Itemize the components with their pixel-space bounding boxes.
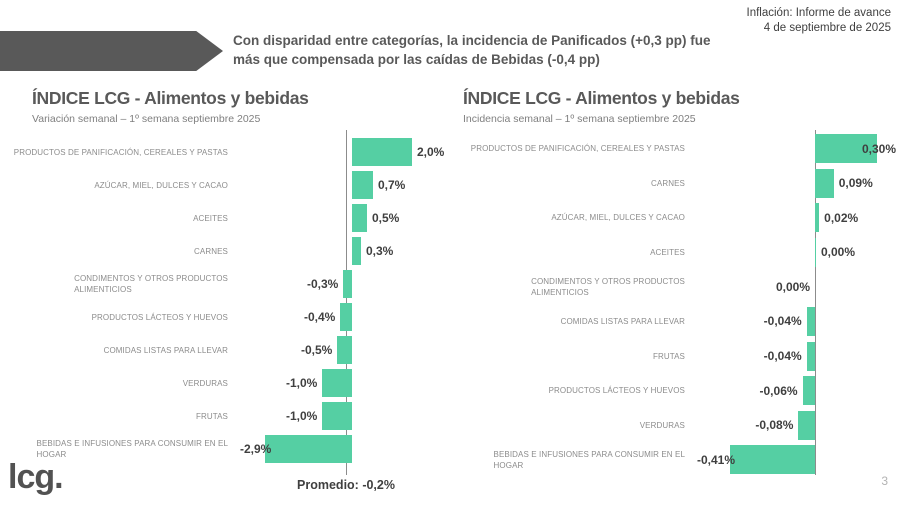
value-label: 0,30% [862, 141, 897, 156]
chart-title-left: ÍNDICE LCG - Alimentos y bebidas [32, 88, 309, 108]
category-label: AZÚCAR, MIEL, DULCES Y CACAO [551, 213, 685, 223]
page-number: 3 [881, 474, 888, 488]
value-label: 0,00% [821, 245, 856, 260]
category-label: CARNES [651, 178, 685, 188]
category-label: CARNES [194, 246, 228, 256]
value-label: 0,5% [372, 211, 400, 225]
headline: Con disparidad entre categorías, la inci… [233, 31, 711, 69]
chart-bar [352, 171, 373, 199]
report-date: 4 de septiembre de 2025 [763, 22, 891, 34]
chart-incidencia-semanal: ÍNDICE LCG - Alimentos y bebidas Inciden… [455, 88, 900, 500]
chart-bar [802, 376, 815, 406]
value-label: -0,04% [763, 349, 802, 364]
chart-bar [337, 336, 352, 364]
plot-incidencia: PRODUCTOS DE PANIFICACIÓN, CEREALES Y PA… [455, 130, 900, 500]
category-label: FRUTAS [195, 411, 228, 421]
chart-bar [343, 270, 352, 298]
value-label: -0,04% [763, 314, 802, 329]
category-label: PRODUCTOS LÁCTEOS Y HUEVOS [548, 386, 685, 396]
category-label: CONDIMENTOS Y OTROS PRODUCTOS ALIMENTICIO… [531, 276, 685, 297]
lcg-logo: lcg. [8, 458, 64, 496]
category-label: VERDURAS [182, 378, 228, 388]
value-label: -0,41% [697, 452, 736, 467]
category-label: PRODUCTOS LÁCTEOS Y HUEVOS [91, 312, 228, 322]
average-reference-line [346, 130, 347, 475]
chart-bar [340, 303, 352, 331]
value-label: 0,09% [838, 176, 873, 191]
headline-line-2: más que compensada por las caídas de Beb… [233, 52, 600, 67]
chart-bar [352, 237, 361, 265]
report-title: Inflación: Informe de avance [746, 7, 891, 19]
banner-arrow [0, 31, 223, 71]
chart-bar [322, 402, 352, 430]
chart-bar [322, 369, 352, 397]
chart-bar [815, 203, 820, 233]
chart-subtitle-left: Variación semanal – 1º semana septiembre… [32, 113, 261, 125]
chart-variacion-semanal: ÍNDICE LCG - Alimentos y bebidas Variaci… [10, 88, 458, 500]
chart-bar [815, 168, 834, 198]
value-label: -0,4% [304, 310, 336, 324]
plot-variacion: PRODUCTOS DE PANIFICACIÓN, CEREALES Y PA… [10, 130, 458, 500]
value-label: -0,08% [755, 418, 794, 433]
chart-bar [806, 307, 815, 336]
category-label: CONDIMENTOS Y OTROS PRODUCTOS ALIMENTICIO… [74, 274, 228, 294]
headline-line-1: Con disparidad entre categorías, la inci… [233, 33, 711, 48]
chart-title-right: ÍNDICE LCG - Alimentos y bebidas [463, 88, 740, 108]
chart-bar [806, 341, 815, 371]
category-label: PRODUCTOS DE PANIFICACIÓN, CEREALES Y PA… [470, 144, 685, 153]
value-label: 0,02% [824, 210, 859, 225]
category-label: COMIDAS LISTAS PARA LLEVAR [560, 316, 685, 326]
category-label: FRUTAS [652, 351, 685, 361]
category-label: BEBIDAS E INFUSIONES PARA CONSUMIR EN EL… [493, 449, 685, 470]
value-label: 0,3% [366, 244, 394, 258]
chart-subtitle-right: Incidencia semanal – 1º semana septiembr… [463, 113, 696, 125]
category-label: AZÚCAR, MIEL, DULCES Y CACAO [94, 180, 228, 190]
value-label: -0,06% [759, 383, 798, 398]
category-label: BEBIDAS E INFUSIONES PARA CONSUMIR EN EL… [36, 439, 228, 459]
chart-bar [729, 445, 815, 475]
value-label: -0,5% [301, 343, 333, 357]
chart-bar [352, 138, 412, 166]
category-label: PRODUCTOS DE PANIFICACIÓN, CEREALES Y PA… [13, 147, 228, 157]
value-label: 0,7% [378, 178, 406, 192]
zero-axis-line [815, 130, 816, 475]
average-annotation: Promedio: -0,2% [297, 478, 395, 492]
category-label: ACEITES [193, 213, 228, 223]
value-label: 0,00% [776, 279, 811, 294]
chart-bar [265, 435, 352, 463]
chart-bar [815, 237, 816, 267]
value-label: 2,0% [417, 145, 445, 159]
chart-bar [352, 204, 367, 232]
chart-bar [815, 134, 878, 163]
value-label: -0,3% [307, 277, 339, 291]
value-label: -1,0% [286, 376, 318, 390]
category-label: VERDURAS [639, 420, 685, 430]
category-label: ACEITES [650, 247, 685, 257]
chart-bar [798, 410, 815, 440]
report-info: Inflación: Informe de avance 4 de septie… [747, 6, 891, 36]
value-label: -2,9% [240, 442, 272, 456]
value-label: -1,0% [286, 409, 318, 423]
category-label: COMIDAS LISTAS PARA LLEVAR [103, 345, 228, 355]
